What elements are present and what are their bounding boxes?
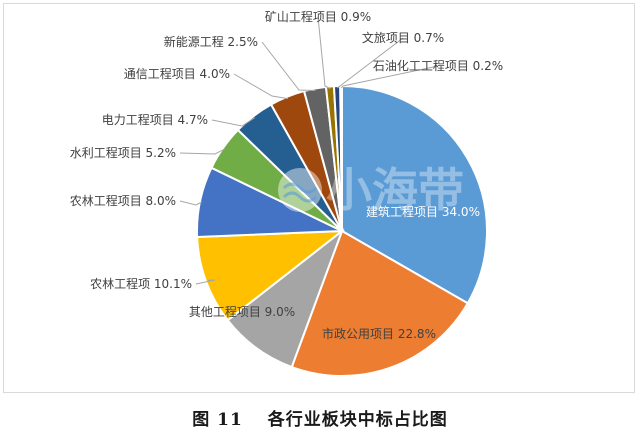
slice-label: 石油化工工程项目 0.2%: [373, 58, 503, 73]
pie-slice: [196, 229, 346, 322]
slice-label: 文旅项目 0.7%: [362, 30, 444, 45]
slice-label: 市政公用项目 22.8%: [322, 326, 436, 341]
figure-number: 图 11: [192, 410, 243, 430]
pie-slice: [341, 84, 488, 305]
watermark: 小海带: [278, 163, 464, 217]
leader-line: [179, 200, 203, 206]
slice-label: 矿山工程项目 0.9%: [265, 9, 371, 24]
slice-label: 电力工程项目 4.7%: [102, 112, 208, 127]
leader-line: [336, 37, 404, 89]
leader-line: [179, 148, 226, 155]
leader-line: [211, 117, 256, 127]
slice-labels: 建筑工程项目 34.0% 市政公用项目 22.8% 其他工程项目 9.0% 农林工程项…: [70, 9, 503, 341]
slice-label: 通信工程项目 4.0%: [124, 66, 230, 81]
slice-label: 水利工程项目 5.2%: [70, 145, 176, 160]
leader-line: [195, 279, 216, 285]
leader-lines: [179, 16, 439, 285]
watermark-text: 小海带: [326, 163, 464, 217]
pie-slice: [226, 228, 345, 369]
slice-label: 农林工程项目 8.0%: [70, 193, 176, 208]
chart-area: [3, 3, 635, 393]
watermark-wave-icon: [282, 182, 318, 203]
slice-label: 建筑工程项目 34.0%: [366, 204, 480, 219]
pie-slices: [196, 84, 488, 377]
figure-title: 各行业板块中标占比图: [267, 410, 448, 430]
figure-caption: 图 11 各行业板块中标占比图: [0, 405, 640, 430]
slice-label: 新能源工程 2.5%: [164, 34, 258, 49]
slice-label: 其他工程项目 9.0%: [189, 304, 295, 319]
leader-line: [317, 16, 331, 89]
leader-line: [233, 73, 289, 100]
leader-line: [340, 65, 439, 89]
leader-line: [261, 41, 316, 92]
pie-slice: [290, 229, 470, 377]
slice-label: 农林工程项 10.1%: [90, 276, 192, 291]
